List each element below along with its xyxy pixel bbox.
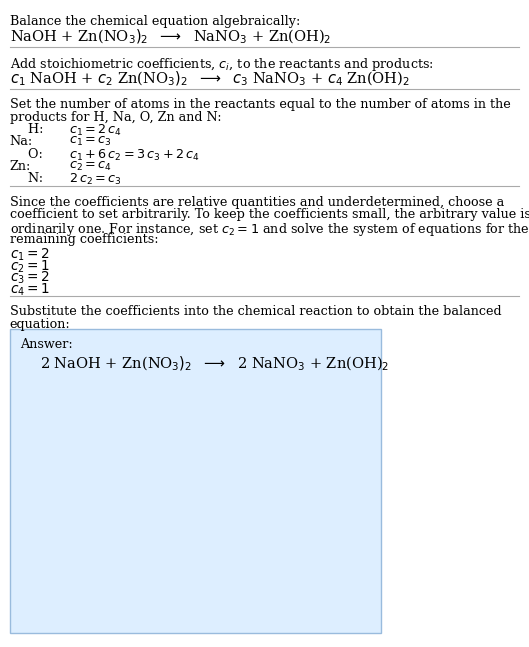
Text: NaOH + Zn(NO$_3)_2$  $\longrightarrow$  NaNO$_3$ + Zn(OH)$_2$: NaOH + Zn(NO$_3)_2$ $\longrightarrow$ Na… (10, 28, 331, 46)
Text: $c_1 = 2$: $c_1 = 2$ (10, 247, 49, 263)
Text: equation:: equation: (10, 318, 70, 331)
Text: $c_2 = c_4$: $c_2 = c_4$ (69, 160, 112, 173)
Text: N:: N: (20, 172, 43, 185)
Text: $c_1 + 6\,c_2 = 3\,c_3 + 2\,c_4$: $c_1 + 6\,c_2 = 3\,c_3 + 2\,c_4$ (69, 148, 199, 162)
Text: 2 NaOH + Zn(NO$_3)_2$  $\longrightarrow$  2 NaNO$_3$ + Zn(OH)$_2$: 2 NaOH + Zn(NO$_3)_2$ $\longrightarrow$ … (40, 355, 389, 373)
Text: $c_1$ NaOH + $c_2$ Zn(NO$_3)_2$  $\longrightarrow$  $c_3$ NaNO$_3$ + $c_4$ Zn(OH: $c_1$ NaOH + $c_2$ Zn(NO$_3)_2$ $\longri… (10, 70, 409, 88)
Text: Na:: Na: (10, 135, 33, 148)
Text: Zn:: Zn: (10, 160, 31, 173)
Text: H:: H: (20, 123, 43, 136)
Text: $c_1 = c_3$: $c_1 = c_3$ (69, 135, 112, 148)
Text: $2\,c_2 = c_3$: $2\,c_2 = c_3$ (69, 172, 122, 187)
Text: ordinarily one. For instance, set $c_2 = 1$ and solve the system of equations fo: ordinarily one. For instance, set $c_2 =… (10, 221, 529, 237)
Text: $c_2 = 1$: $c_2 = 1$ (10, 258, 50, 274)
Text: Answer:: Answer: (20, 338, 73, 351)
FancyBboxPatch shape (10, 329, 381, 633)
Text: coefficient to set arbitrarily. To keep the coefficients small, the arbitrary va: coefficient to set arbitrarily. To keep … (10, 208, 529, 221)
Text: Since the coefficients are relative quantities and underdetermined, choose a: Since the coefficients are relative quan… (10, 196, 504, 209)
Text: $c_1 = 2\,c_4$: $c_1 = 2\,c_4$ (69, 123, 122, 138)
Text: Set the number of atoms in the reactants equal to the number of atoms in the: Set the number of atoms in the reactants… (10, 98, 510, 111)
Text: remaining coefficients:: remaining coefficients: (10, 233, 158, 246)
Text: Balance the chemical equation algebraically:: Balance the chemical equation algebraica… (10, 15, 300, 28)
Text: Substitute the coefficients into the chemical reaction to obtain the balanced: Substitute the coefficients into the che… (10, 305, 501, 318)
Text: $c_4 = 1$: $c_4 = 1$ (10, 281, 50, 298)
Text: Add stoichiometric coefficients, $c_i$, to the reactants and products:: Add stoichiometric coefficients, $c_i$, … (10, 56, 433, 73)
Text: $c_3 = 2$: $c_3 = 2$ (10, 270, 49, 286)
Text: O:: O: (20, 148, 43, 160)
Text: products for H, Na, O, Zn and N:: products for H, Na, O, Zn and N: (10, 111, 221, 124)
